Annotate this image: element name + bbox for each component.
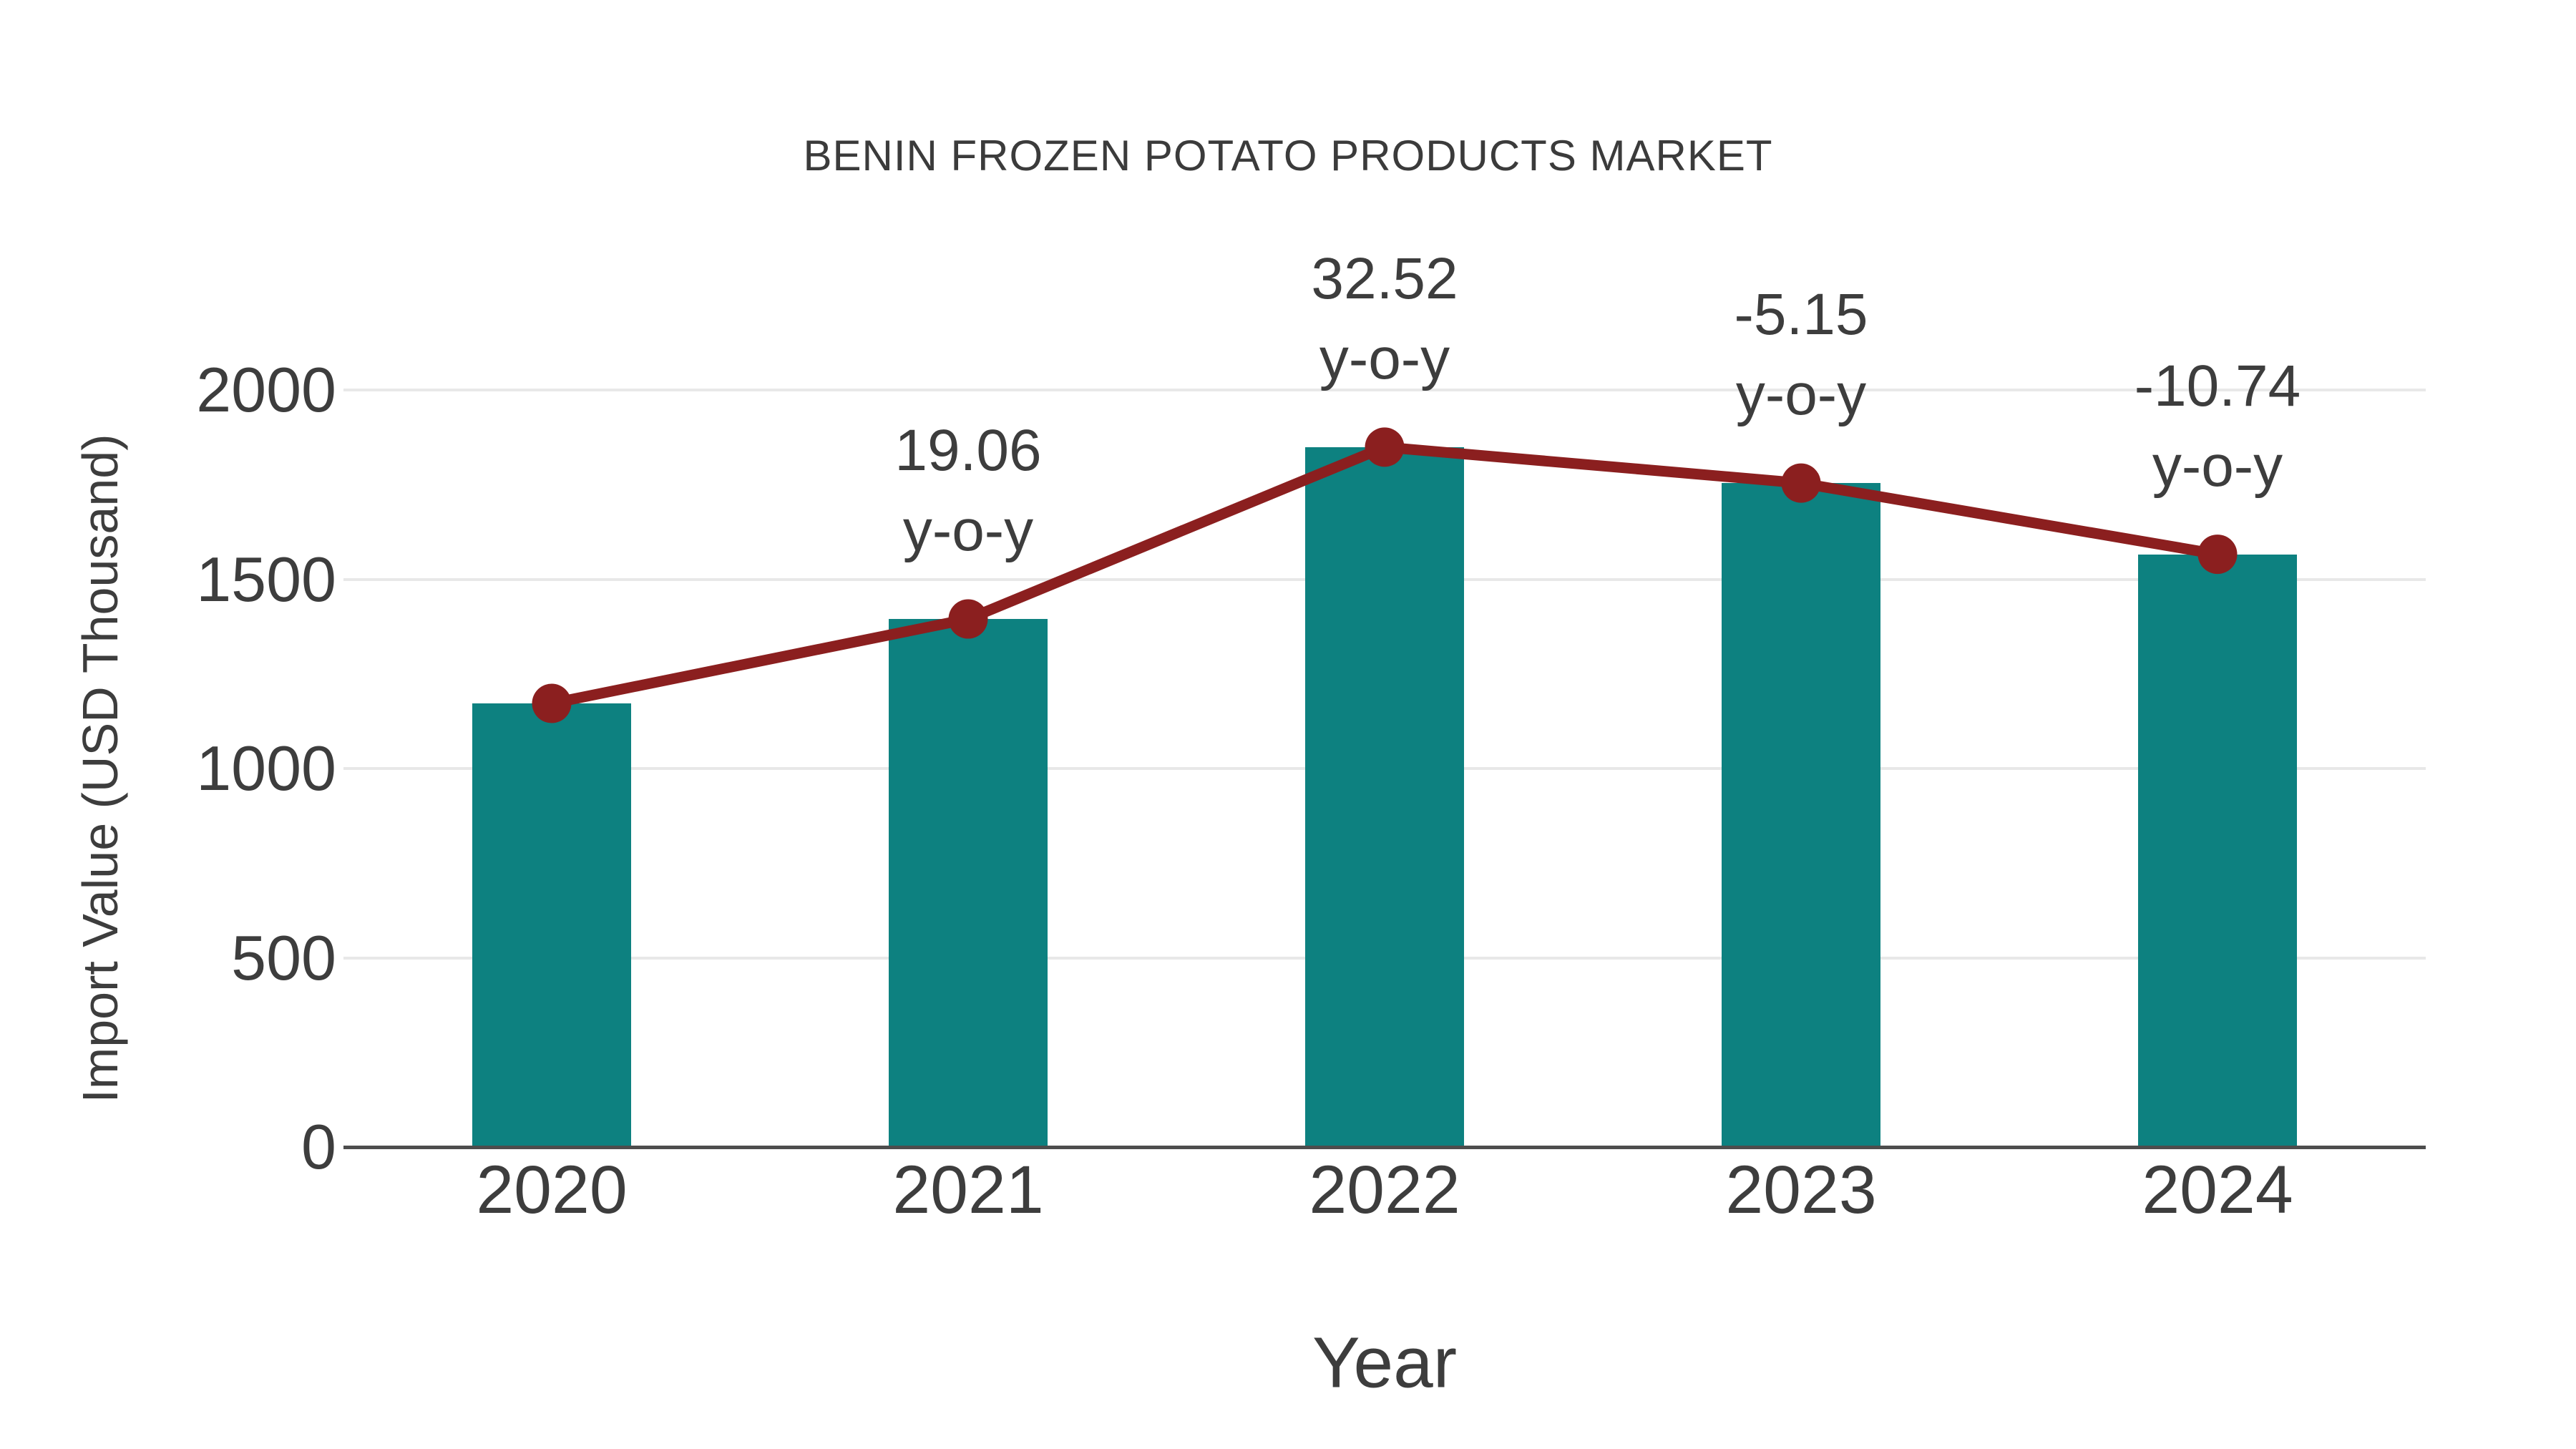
yoy-label-2024: -10.74 y-o-y (2134, 353, 2301, 499)
yoy-label-2023: -5.15 y-o-y (1734, 282, 1868, 428)
bar-2024 (2138, 554, 2297, 1147)
y-tick-label-1500: 1500 (196, 543, 336, 615)
y-tick-label-0: 0 (301, 1111, 336, 1182)
y-tick-label-500: 500 (231, 922, 336, 993)
x-tick-label-2021: 2021 (892, 1152, 1044, 1228)
x-axis-title: Year (1312, 1322, 1458, 1403)
y-tick-label-2000: 2000 (196, 354, 336, 425)
x-tick-label-2020: 2020 (476, 1152, 628, 1228)
bar-2023 (1722, 483, 1880, 1147)
bar-2022 (1305, 447, 1464, 1147)
bar-2020 (472, 703, 631, 1147)
x-tick-label-2023: 2023 (1725, 1152, 1877, 1228)
y-tick-label-1000: 1000 (196, 733, 336, 804)
chart-title: BENIN FROZEN POTATO PRODUCTS MARKET (803, 132, 1773, 180)
yoy-label-2022: 32.52 y-o-y (1311, 245, 1458, 391)
yoy-label-2021: 19.06 y-o-y (894, 418, 1042, 564)
bar-2021 (889, 619, 1048, 1147)
x-tick-label-2024: 2024 (2142, 1152, 2293, 1228)
gridline-2000 (343, 389, 2426, 391)
x-tick-label-2022: 2022 (1309, 1152, 1460, 1228)
x-axis-line (343, 1146, 2426, 1149)
